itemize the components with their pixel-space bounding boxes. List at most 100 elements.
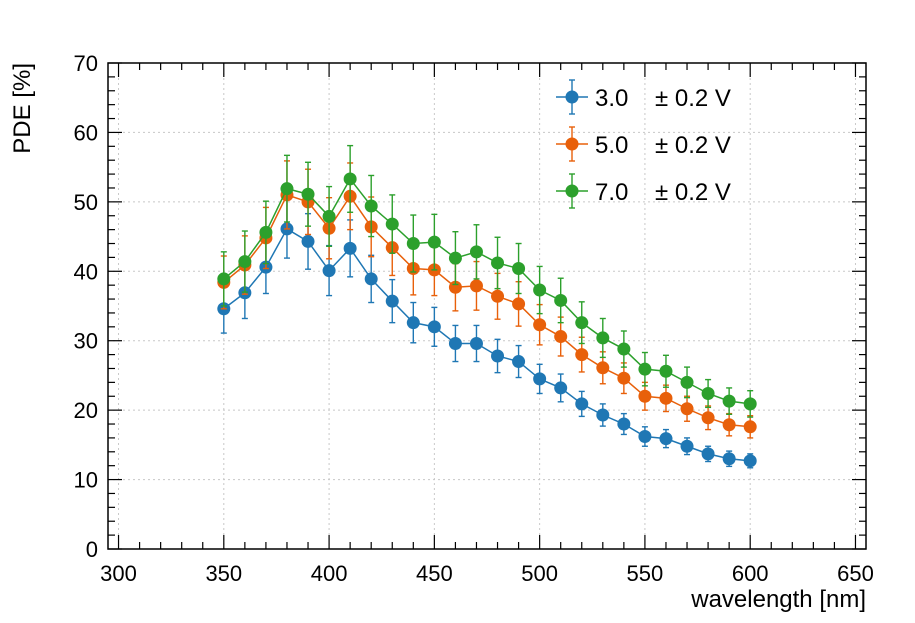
data-point <box>533 318 547 332</box>
data-point <box>512 297 526 311</box>
data-point <box>638 430 652 444</box>
data-point <box>427 235 441 249</box>
data-point <box>596 361 610 375</box>
data-point <box>280 182 294 196</box>
data-point <box>617 342 631 356</box>
data-point <box>427 320 441 334</box>
y-axis-title: PDE [%] <box>9 63 36 154</box>
data-point <box>448 280 462 294</box>
x-axis-title: wavelength [nm] <box>690 586 866 613</box>
data-point <box>680 402 694 416</box>
x-tick-label: 450 <box>416 561 453 586</box>
y-tick-label: 0 <box>86 537 98 562</box>
data-point <box>659 391 673 405</box>
data-point <box>554 330 568 344</box>
x-tick-label: 650 <box>837 561 874 586</box>
data-point <box>385 217 399 231</box>
data-point <box>385 294 399 308</box>
data-series <box>217 144 757 469</box>
data-point <box>575 397 589 411</box>
legend-entry-1: 3.0 ± 0.2 V <box>556 79 731 115</box>
legend-label: 3.0 <box>595 85 628 112</box>
data-point <box>722 394 736 408</box>
legend-entry-3: 7.0 ± 0.2 V <box>556 173 731 209</box>
legend-label-suffix: ± 0.2 V <box>655 85 731 112</box>
data-point <box>617 417 631 431</box>
data-point <box>448 336 462 350</box>
data-point <box>491 289 505 303</box>
y-tick-label: 10 <box>74 468 98 493</box>
legend-label-suffix: ± 0.2 V <box>655 179 731 206</box>
data-point <box>659 432 673 446</box>
data-point <box>533 372 547 386</box>
axis-ticks: 300 350 400 450 500 550 600 650 0 10 20 30 40 50 60 70 <box>74 51 874 586</box>
data-point <box>364 272 378 286</box>
data-point <box>743 420 757 434</box>
data-point <box>491 256 505 270</box>
legend-entry-2: 5.0 ± 0.2 V <box>556 126 731 162</box>
legend-marker <box>565 184 579 198</box>
data-point <box>596 331 610 345</box>
data-point <box>638 389 652 403</box>
data-point <box>301 234 315 248</box>
x-tick-label: 350 <box>205 561 242 586</box>
data-point <box>743 454 757 468</box>
series-line <box>223 193 751 428</box>
data-point <box>575 348 589 362</box>
data-point <box>406 237 420 251</box>
legend-marker <box>565 137 579 151</box>
data-point <box>554 381 568 395</box>
data-point <box>512 262 526 276</box>
data-point <box>238 255 252 269</box>
data-point <box>343 241 357 255</box>
y-tick-label: 20 <box>74 398 98 423</box>
data-point <box>617 371 631 385</box>
data-point <box>533 283 547 297</box>
data-point <box>406 316 420 330</box>
data-point <box>469 245 483 259</box>
series-line <box>223 227 751 462</box>
data-point <box>596 408 610 422</box>
data-point <box>575 316 589 330</box>
y-tick-label: 70 <box>74 51 98 76</box>
data-point <box>701 411 715 425</box>
legend: 3.0 ± 0.2 V 5.0 ± 0.2 V 7.0 ± 0.2 V <box>556 79 731 209</box>
data-point <box>364 199 378 213</box>
series-1 <box>217 199 757 469</box>
data-point <box>259 225 273 239</box>
data-point <box>554 293 568 307</box>
data-point <box>701 386 715 400</box>
x-tick-label: 500 <box>521 561 558 586</box>
data-point <box>638 362 652 376</box>
data-point <box>743 397 757 411</box>
data-point <box>701 447 715 461</box>
data-point <box>659 364 673 378</box>
data-point <box>322 264 336 278</box>
data-point <box>448 251 462 265</box>
data-point <box>217 272 231 286</box>
y-tick-label: 60 <box>74 120 98 145</box>
data-point <box>680 375 694 389</box>
legend-label: 5.0 <box>595 132 628 159</box>
x-tick-label: 300 <box>100 561 137 586</box>
x-tick-label: 550 <box>627 561 664 586</box>
data-point <box>491 349 505 363</box>
data-point <box>722 418 736 432</box>
data-point <box>301 187 315 201</box>
data-point <box>512 355 526 369</box>
legend-marker <box>565 90 579 104</box>
legend-label-suffix: ± 0.2 V <box>655 132 731 159</box>
legend-label: 7.0 <box>595 179 628 206</box>
data-point <box>343 172 357 186</box>
data-point <box>469 336 483 350</box>
y-tick-label: 40 <box>74 259 98 284</box>
x-tick-label: 400 <box>311 561 348 586</box>
x-tick-label: 600 <box>732 561 769 586</box>
series-3 <box>217 144 757 418</box>
y-tick-label: 50 <box>74 190 98 215</box>
data-point <box>680 439 694 453</box>
data-point <box>469 279 483 293</box>
data-point <box>722 452 736 466</box>
plot-frame <box>107 62 867 550</box>
